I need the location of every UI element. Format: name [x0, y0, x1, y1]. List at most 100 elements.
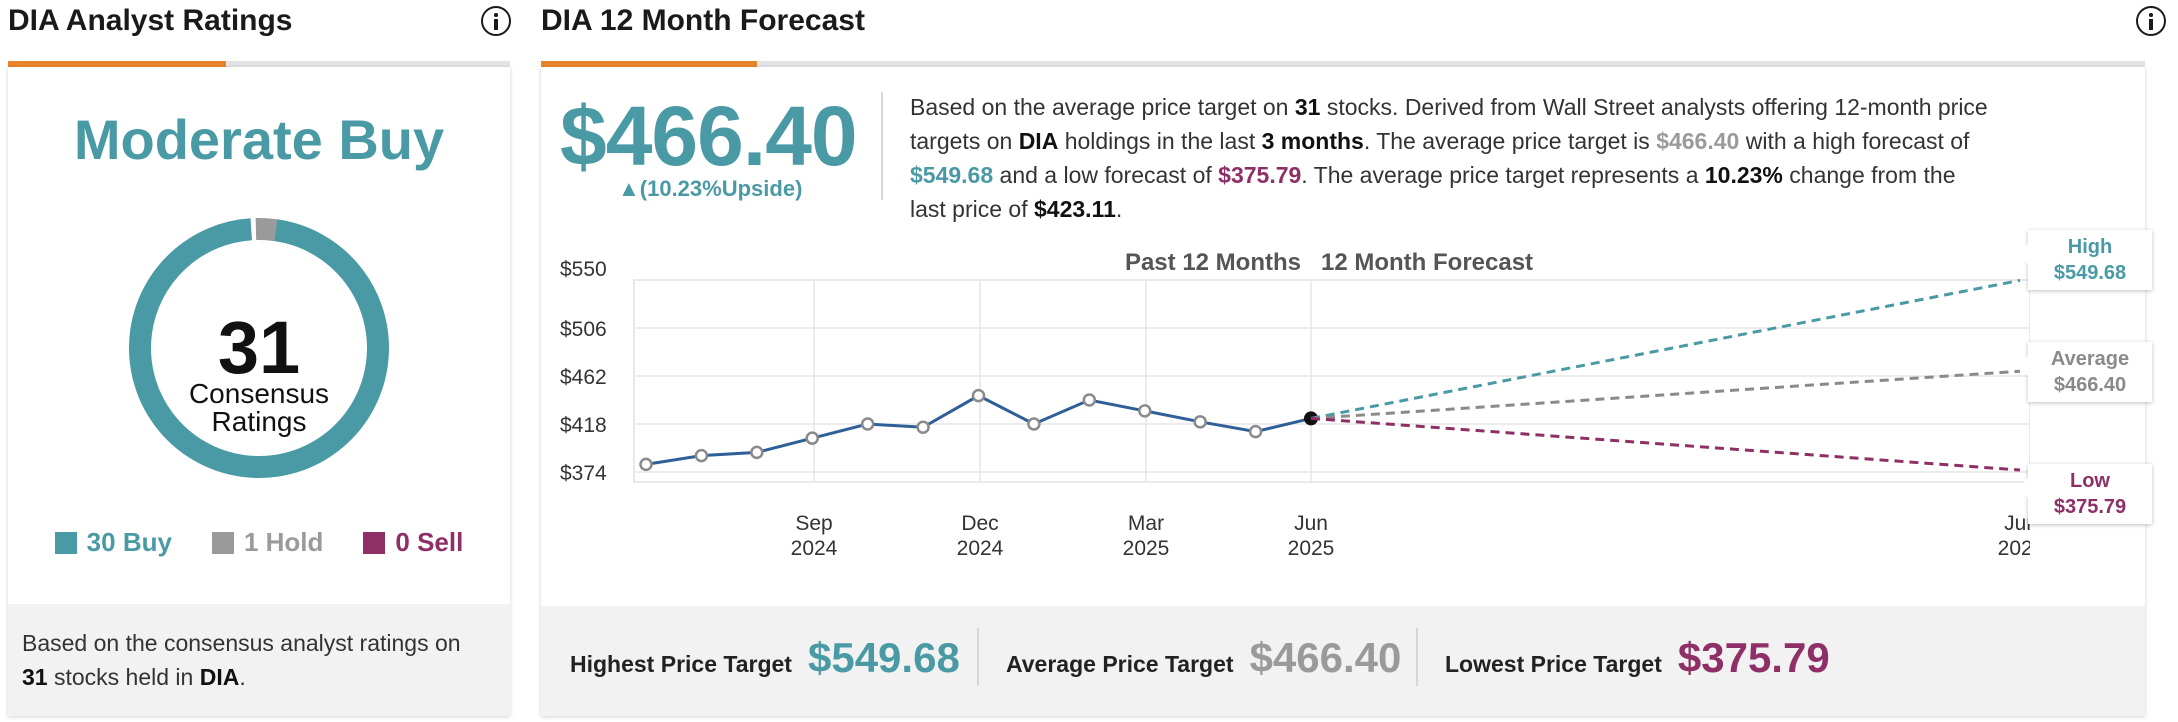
target-divider: [977, 628, 979, 686]
price-history-point: [639, 457, 653, 472]
y-tick-label: $462: [560, 366, 607, 389]
x-tick-month: Jun: [2004, 512, 2030, 535]
average-price-target: $466.40: [560, 89, 858, 183]
highest-target-value: $549.68: [807, 634, 960, 681]
ratings-legend: 30 Buy 1 Hold 0 Sell: [8, 527, 510, 558]
donut-segment-hold: [129, 218, 389, 478]
summary-average: $466.40: [1656, 128, 1740, 154]
forecast-summary: Based on the average price target on 31 …: [910, 90, 1990, 226]
analyst-ratings-title: DIA Analyst Ratings: [8, 4, 293, 37]
summary-period: 3 months: [1261, 128, 1364, 154]
forecast-label: 12 Month Forecast: [1321, 249, 1533, 276]
highest-target-label: Highest Price Target: [570, 651, 792, 677]
price-history-point: [805, 431, 819, 445]
y-tick-label: $506: [560, 318, 607, 341]
forecast-line-low: [1310, 416, 2021, 472]
x-tick-year: 2026: [1998, 537, 2030, 560]
ratings-donut-chart: [129, 218, 389, 478]
summary-text: . The average price target is: [1363, 128, 1657, 154]
x-tick-year: 2025: [1123, 537, 1170, 560]
y-tick-label: $374: [560, 462, 607, 485]
summary-text: stocks. Derived from Wall Street analyst…: [910, 94, 1988, 154]
ratings-count-label-1: Consensus: [188, 378, 330, 409]
summary-text: with a high forecast of: [1739, 128, 1970, 154]
ratings-footer: Based on the consensus analyst ratings o…: [8, 604, 510, 716]
average-target-value: $466.40: [1249, 634, 1402, 681]
legend-buy: 30 Buy: [54, 527, 172, 558]
price-forecast-chart: $550$506$462$418$374Sep2024Dec2024Mar202…: [560, 249, 2030, 560]
footer-text-1: Based on the consensus analyst ratings o…: [22, 630, 461, 656]
callout-average-value: $466.40: [2053, 374, 2127, 396]
summary-high: $549.68: [910, 162, 994, 188]
price-history-point: [1082, 393, 1097, 407]
price-history-line: [645, 393, 1312, 466]
legend-sell-label: 0 Sell: [395, 527, 464, 557]
callout-high-name: High: [2067, 236, 2113, 258]
summary-count: 31: [1294, 94, 1321, 120]
callout-low-name: Low: [2070, 470, 2110, 492]
consensus-rating: Moderate Buy: [73, 108, 445, 171]
callout-low: Low $375.79: [2018, 464, 2152, 524]
callout-low-value: $375.79: [2053, 496, 2127, 518]
price-history-point: [1248, 424, 1263, 439]
x-tick-year: 2024: [957, 537, 1004, 560]
forecast-line-high: [1310, 278, 2021, 420]
summary-text: .: [1115, 196, 1123, 222]
summary-last-price: $423.11: [1034, 196, 1116, 222]
x-tick-year: 2024: [791, 537, 838, 560]
summary-divider: [881, 92, 883, 200]
footer-text-3: .: [239, 664, 246, 690]
price-history-point: [1193, 415, 1207, 429]
summary-text: holdings in the last: [1058, 128, 1262, 154]
legend-sell-swatch: [363, 531, 386, 554]
y-tick-label: $550: [560, 258, 607, 281]
legend-hold: 1 Hold: [211, 527, 323, 558]
price-history-point: [694, 448, 709, 463]
lowest-target: Lowest Price Target $375.79: [1445, 634, 1830, 682]
x-tick-month: Mar: [1128, 512, 1164, 535]
price-history-point: [860, 417, 875, 431]
average-target-label: Average Price Target: [1006, 651, 1234, 677]
highest-target: Highest Price Target $549.68: [570, 634, 960, 682]
x-tick-month: Jun: [1294, 512, 1328, 535]
footer-ticker: DIA: [199, 664, 240, 690]
summary-percent: 10.23%: [1704, 162, 1783, 188]
info-icon[interactable]: [2136, 6, 2166, 36]
info-icon[interactable]: [481, 6, 511, 36]
x-tick-month: Sep: [795, 512, 832, 535]
summary-ticker: DIA: [1018, 128, 1059, 154]
price-targets-row: Highest Price Target $549.68 Average Pri…: [541, 606, 2145, 716]
x-tick-year: 2025: [1288, 537, 1335, 560]
callout-high: High $549.68: [2018, 230, 2152, 290]
plot-border: [633, 279, 2030, 483]
lowest-target-label: Lowest Price Target: [1445, 651, 1662, 677]
footer-count: 31: [22, 664, 48, 690]
x-tick-month: Dec: [961, 512, 998, 535]
legend-buy-label: 30 Buy: [86, 527, 172, 557]
forecast-title: DIA 12 Month Forecast: [541, 4, 865, 37]
summary-text: change from the last price of: [910, 162, 1956, 222]
footer-text-2: stocks held in: [47, 664, 200, 690]
y-tick-label: $418: [560, 414, 607, 437]
upside-indicator: ▲(10.23%Upside): [618, 176, 803, 201]
average-target: Average Price Target $466.40: [1006, 634, 1401, 682]
ratings-tab-accent: [8, 61, 226, 67]
target-divider: [1416, 628, 1418, 686]
ratings-count-label-2: Ratings: [211, 406, 307, 437]
price-history-point: [750, 445, 764, 460]
callout-average: Average $466.40: [2018, 342, 2152, 402]
ratings-tab-bar: [8, 61, 510, 67]
callout-high-value: $549.68: [2053, 262, 2127, 284]
summary-text: . The average price target represents a: [1301, 162, 1705, 188]
legend-hold-swatch: [211, 531, 234, 554]
callout-average-name: Average: [2050, 348, 2130, 370]
ratings-count: 31: [217, 306, 301, 389]
price-history-point: [1138, 404, 1152, 418]
forecast-tab-bar: [541, 61, 2145, 67]
ratings-footer-text: Based on the consensus analyst ratings o…: [22, 626, 496, 694]
legend-buy-swatch: [54, 531, 77, 554]
legend-sell: 0 Sell: [363, 527, 463, 558]
price-history-point: [1027, 417, 1041, 431]
price-history-point: [916, 420, 930, 435]
past-12-months-label: Past 12 Months: [1125, 249, 1301, 276]
